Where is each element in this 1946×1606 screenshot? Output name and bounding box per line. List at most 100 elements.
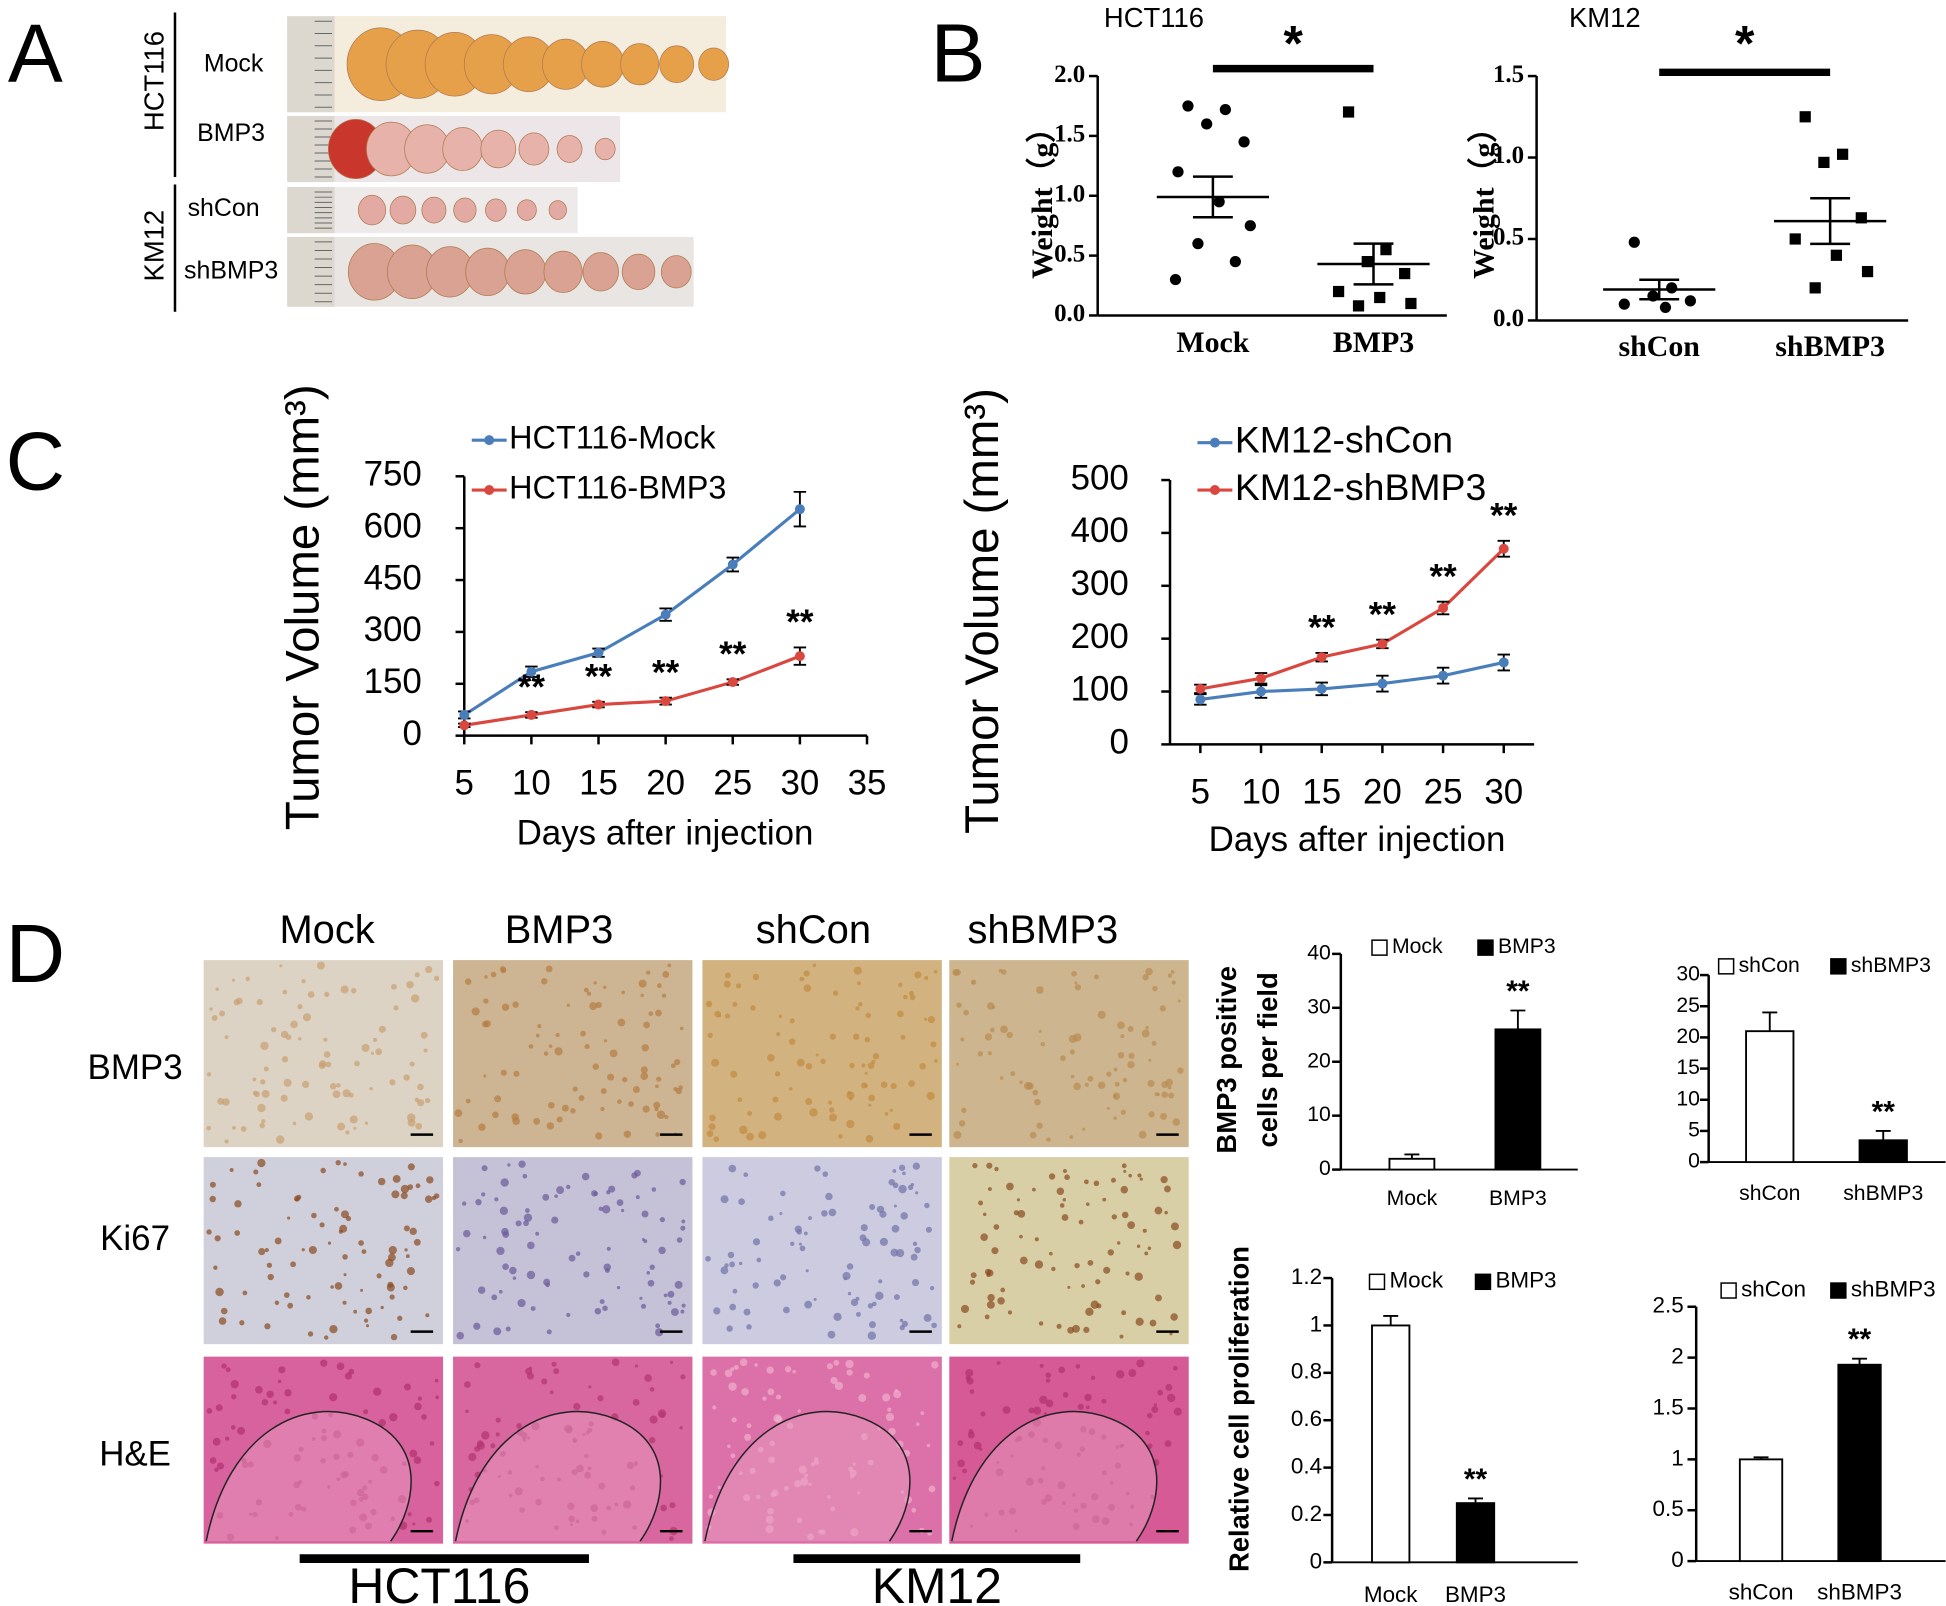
cell (738, 1198, 745, 1206)
cell (655, 1323, 661, 1329)
cell (491, 1294, 498, 1301)
cell (993, 1224, 1000, 1230)
x-tick-label: 25 (713, 764, 752, 803)
significance: ** (1464, 1463, 1488, 1496)
y-tick-label: 1.5 (1054, 121, 1085, 148)
cell (602, 1305, 608, 1312)
cell (623, 1130, 632, 1138)
cell (301, 979, 306, 984)
cell (1074, 1262, 1080, 1269)
x-tick-label: shBMP3 (1817, 1579, 1902, 1604)
data-point (660, 609, 671, 620)
cell (593, 981, 597, 985)
data-point (1316, 652, 1327, 663)
cell (911, 1507, 917, 1513)
cell (712, 1405, 717, 1410)
data-point (1618, 298, 1630, 310)
cell (1006, 1031, 1013, 1039)
cell (646, 1271, 650, 1275)
cell (1067, 1285, 1071, 1289)
cell (991, 1247, 999, 1255)
cell (389, 1412, 398, 1422)
cell (638, 979, 647, 988)
cell (679, 1178, 686, 1186)
legend-label: shCon (1741, 1276, 1806, 1301)
significance: ** (1490, 497, 1518, 536)
cell (393, 1005, 399, 1011)
cell (813, 1297, 817, 1301)
tumor (556, 135, 583, 163)
cell (847, 1291, 852, 1296)
cell (1169, 1332, 1173, 1336)
cell (1145, 1025, 1149, 1030)
cell (1016, 1198, 1021, 1202)
cell (287, 1302, 294, 1309)
error-bar (1353, 242, 1394, 286)
cell (600, 1088, 607, 1095)
cell (320, 1167, 326, 1174)
cell (708, 1494, 714, 1499)
cell (595, 1132, 603, 1140)
y-tick-label: 30 (1676, 963, 1700, 986)
cell (958, 1120, 966, 1127)
cell (640, 993, 644, 998)
significance: ** (1308, 609, 1336, 648)
tumor (543, 250, 583, 293)
cell (360, 1288, 364, 1292)
cell (930, 1041, 937, 1048)
cell (1045, 1378, 1051, 1383)
cell (933, 969, 938, 974)
cell (880, 1081, 888, 1088)
cell (724, 972, 731, 979)
cell (970, 979, 977, 985)
cell (353, 1309, 358, 1314)
cell (641, 1210, 649, 1218)
data-point (1238, 136, 1250, 148)
cell (1069, 1049, 1075, 1055)
cell (732, 1288, 738, 1294)
tumor (581, 40, 625, 88)
cell (256, 1182, 262, 1188)
cell (400, 1184, 410, 1194)
cell (911, 1279, 920, 1287)
cell (424, 1195, 433, 1203)
data-point (1182, 100, 1194, 112)
tumor (442, 127, 483, 171)
data-point (1380, 244, 1392, 256)
cell (1078, 1219, 1084, 1225)
cell (546, 1122, 555, 1130)
cell (324, 991, 330, 998)
micrograph (453, 960, 693, 1148)
cell (670, 1308, 679, 1316)
cell (1147, 1079, 1155, 1088)
x-tick-label: 10 (1242, 772, 1281, 811)
cell (641, 1238, 645, 1242)
cell-line-label: KM12 (872, 1558, 1002, 1606)
cell (879, 1210, 887, 1218)
cell (518, 1160, 526, 1168)
column-header: shBMP3 (967, 908, 1118, 952)
y-tick-label: 750 (364, 455, 422, 494)
legend-swatch (1830, 1282, 1847, 1299)
cell (406, 1267, 415, 1276)
cell (849, 1097, 853, 1101)
cell (827, 1330, 836, 1339)
cell (358, 1171, 364, 1177)
cell (642, 1105, 650, 1113)
cell (498, 1289, 503, 1294)
data-point (1809, 282, 1821, 294)
cell (404, 1248, 408, 1252)
cell (746, 1324, 752, 1330)
y-tick-label: 5 (1688, 1119, 1700, 1142)
cell (308, 1245, 317, 1255)
cell (417, 1083, 424, 1091)
cell (1148, 1058, 1152, 1062)
cell (471, 1007, 480, 1016)
cell (928, 1485, 936, 1493)
cell (622, 1076, 628, 1083)
cell (670, 1063, 676, 1069)
y-tick-label: 0 (1109, 723, 1128, 762)
cell (572, 1086, 578, 1092)
cell (581, 1172, 590, 1181)
